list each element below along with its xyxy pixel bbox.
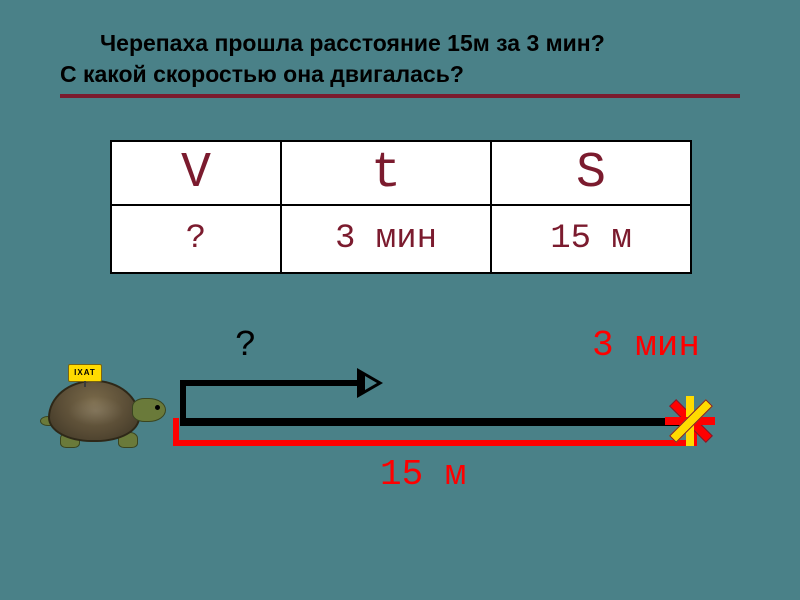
title-underline: [60, 94, 740, 98]
motion-diagram: ? 3 мин 15 м IXAT: [60, 320, 740, 550]
arrow-start-tick: [180, 380, 186, 422]
problem-statement: Черепаха прошла расстояние 15м за 3 мин?…: [60, 30, 740, 98]
question-line-2: С какой скоростью она двигалась?: [60, 61, 740, 88]
header-distance: S: [491, 141, 691, 205]
question-line-1: Черепаха прошла расстояние 15м за 3 мин?: [60, 30, 740, 57]
vts-table: V t S ? 3 мин 15 м: [110, 140, 692, 274]
header-time: t: [281, 141, 491, 205]
destination-star-icon: [665, 396, 715, 446]
value-distance: 15 м: [491, 205, 691, 273]
header-velocity: V: [111, 141, 281, 205]
turtle-icon: IXAT: [30, 368, 180, 458]
time-label: 3 мин: [592, 325, 700, 366]
speed-unknown-label: ?: [235, 325, 257, 366]
distance-bracket: [173, 418, 697, 446]
taxi-sign: IXAT: [68, 364, 102, 382]
value-time: 3 мин: [281, 205, 491, 273]
distance-label: 15 м: [380, 454, 466, 495]
velocity-arrow-head-icon: [357, 368, 383, 398]
value-velocity: ?: [111, 205, 281, 273]
velocity-arrow-shaft: [180, 380, 360, 386]
